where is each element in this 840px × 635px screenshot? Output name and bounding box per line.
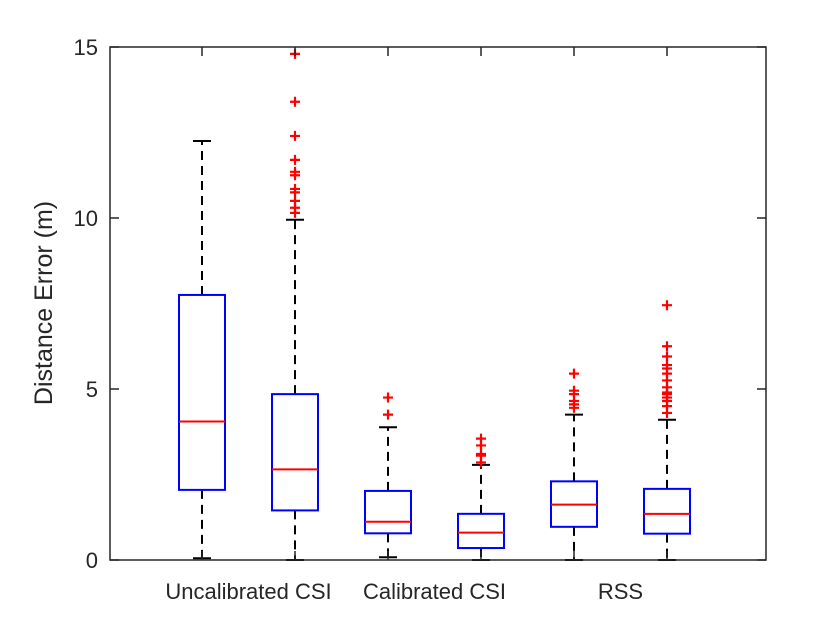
- x-group-label: Calibrated CSI: [363, 579, 506, 604]
- x-group-label: Uncalibrated CSI: [165, 579, 331, 604]
- axes: 0 5 10 15 Uncalibrated CSI Calibrated CSI RSS: [74, 35, 766, 604]
- outlier-marker: [476, 433, 486, 444]
- box-group-1: [178, 140, 226, 560]
- y-tick-label: 0: [86, 548, 98, 573]
- box: [364, 489, 412, 535]
- outlier-marker: [290, 183, 300, 194]
- outlier-marker: [383, 409, 393, 420]
- box-group-3: [364, 392, 412, 559]
- plot-area: [178, 48, 691, 561]
- axes-frame: [109, 46, 767, 561]
- outlier-marker: [569, 368, 579, 379]
- outlier-marker: [662, 360, 672, 371]
- outlier-marker: [383, 392, 393, 403]
- x-group-label: RSS: [598, 579, 643, 604]
- y-axis-label: Distance Error (m): [30, 201, 58, 405]
- outlier-marker: [662, 300, 672, 311]
- y-tick-label: 15: [74, 35, 98, 60]
- y-tick-label: 5: [86, 377, 98, 402]
- box: [643, 487, 691, 535]
- box: [178, 293, 226, 491]
- outlier-marker: [290, 130, 300, 141]
- box-group-4: [457, 433, 505, 561]
- outlier-marker: [290, 166, 300, 177]
- box: [457, 512, 505, 550]
- outlier-marker: [290, 154, 300, 165]
- outlier-marker: [662, 351, 672, 362]
- box: [271, 393, 319, 512]
- box-group-2: [271, 48, 319, 561]
- outlier-marker: [476, 448, 486, 459]
- outlier-marker: [290, 195, 300, 206]
- outlier-marker: [569, 385, 579, 396]
- outlier-marker: [290, 96, 300, 107]
- y-tick-label: 10: [74, 206, 98, 231]
- outlier-marker: [662, 341, 672, 352]
